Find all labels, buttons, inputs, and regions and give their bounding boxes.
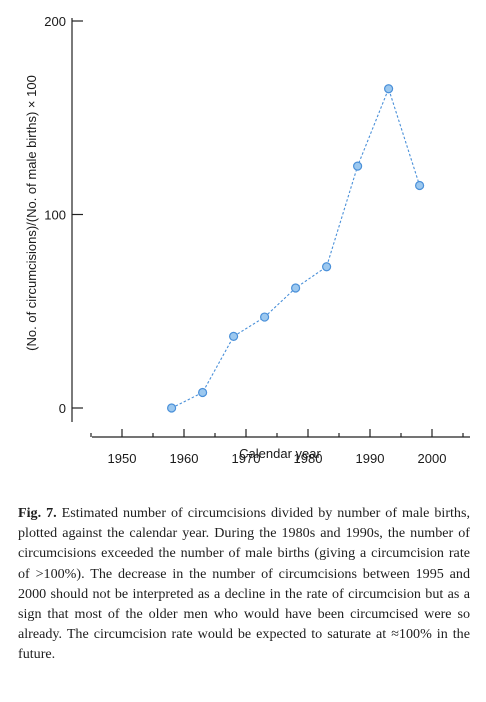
x-axis: 1950 1960 1970 1980 1990 2000: [90, 429, 470, 466]
y-tick-label: 100: [44, 208, 66, 223]
data-point: [198, 387, 208, 398]
data-point: [415, 180, 425, 191]
data-point: [291, 283, 301, 293]
figure-label: Fig. 7.: [18, 505, 57, 521]
x-tick-label: 1950: [108, 451, 137, 466]
series-line: [171, 87, 421, 409]
x-tick-label: 1990: [356, 451, 385, 466]
data-point: [260, 312, 270, 322]
data-point: [353, 161, 363, 171]
x-tick-label: 1960: [170, 451, 199, 466]
y-axis: 0 100 200: [44, 14, 83, 422]
data-point: [167, 403, 177, 413]
x-axis-title: Calendar year: [239, 446, 321, 461]
figure-caption: Fig. 7. Estimated number of circumcision…: [18, 503, 470, 665]
y-tick-label: 0: [59, 401, 66, 416]
data-point: [384, 84, 394, 94]
series-layer: [167, 84, 425, 413]
x-tick-label: 2000: [418, 451, 447, 466]
data-point: [229, 331, 239, 342]
circumcision-rate-chart: 0 100 200 1950 1960 1970 1980 1990 2000 Calenda…: [24, 14, 470, 466]
y-tick-label: 200: [44, 14, 66, 29]
x-tick-label: 1980: [294, 451, 323, 466]
x-tick-label: 1970: [232, 451, 261, 466]
data-point: [322, 262, 332, 272]
caption-text: Estimated number of circumcisions divide…: [18, 505, 470, 663]
y-axis-title: (No. of circumcisions)/(No. of male birt…: [24, 75, 39, 351]
